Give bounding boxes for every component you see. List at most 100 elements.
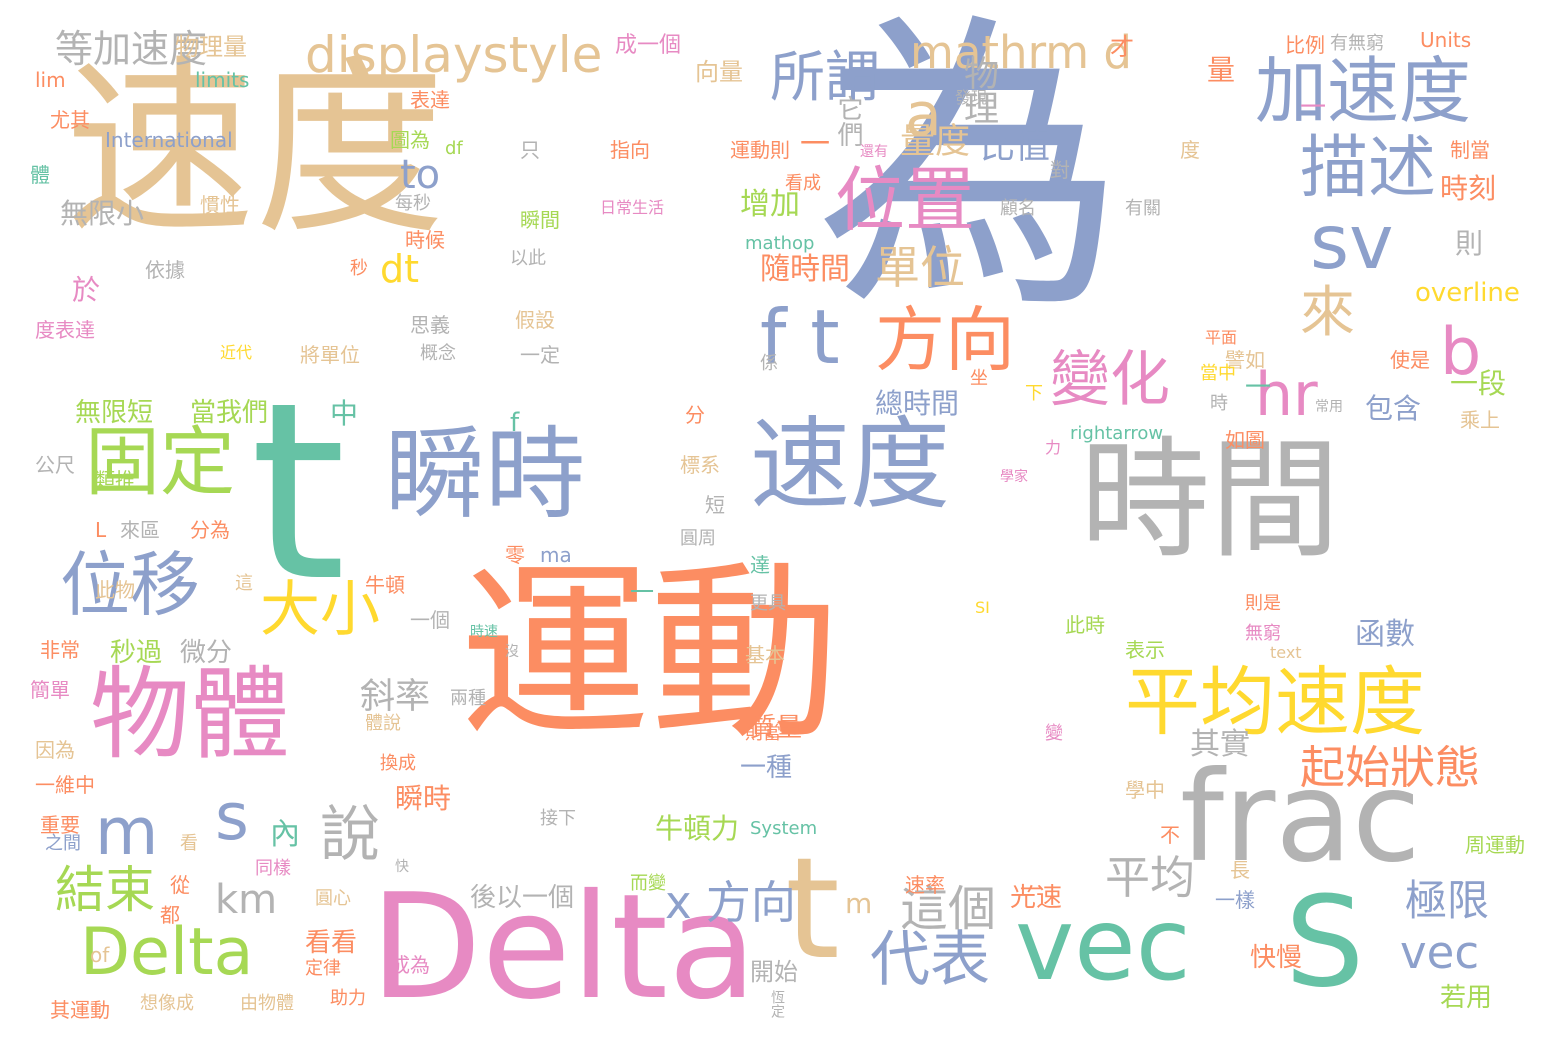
cloud-word: 體	[30, 163, 50, 187]
cloud-word: 公尺	[35, 453, 75, 477]
cloud-word: 平均	[1105, 851, 1196, 904]
cloud-word: overline	[1415, 278, 1520, 308]
cloud-word: 這	[235, 573, 253, 594]
cloud-word: 使是	[1390, 348, 1430, 372]
cloud-word: 比例	[1285, 33, 1325, 57]
cloud-word: 近代	[220, 343, 253, 362]
cloud-word: 定律	[305, 958, 341, 979]
cloud-word: 體說	[365, 713, 401, 734]
cloud-word: 發現	[955, 88, 988, 107]
cloud-word: x 方向	[665, 876, 796, 929]
cloud-word: 學家	[1000, 469, 1028, 485]
cloud-word: 換成	[380, 753, 416, 774]
cloud-word: 方向	[875, 299, 1015, 381]
cloud-word: 如圖	[1225, 428, 1265, 452]
cloud-word: 運動則	[730, 138, 790, 162]
cloud-word: 假設	[515, 308, 555, 332]
cloud-word: 函數	[1355, 617, 1415, 652]
cloud-word: 係	[760, 353, 778, 374]
cloud-word: text	[1270, 643, 1302, 662]
cloud-word: 一定	[520, 343, 560, 367]
cloud-word: 質量	[750, 713, 803, 743]
cloud-word: 所謂	[770, 45, 881, 109]
cloud-word: 恆定	[769, 990, 785, 1018]
cloud-word: 後以一個	[470, 883, 575, 913]
cloud-word: 日常生活	[600, 198, 665, 217]
cloud-word: 若用	[1440, 983, 1493, 1013]
cloud-word: mathop	[745, 233, 815, 254]
cloud-word: 加速度	[1255, 49, 1472, 133]
cloud-word: hr	[1255, 360, 1318, 430]
cloud-word: 量	[1203, 55, 1236, 83]
cloud-word: vec	[1400, 926, 1480, 979]
cloud-word: 因為	[35, 738, 75, 762]
cloud-word: 牛頓	[365, 573, 405, 597]
cloud-word: 沒	[505, 644, 519, 660]
cloud-word: 度表達	[35, 318, 95, 342]
cloud-word: 不	[1160, 823, 1180, 847]
cloud-word: 這個	[900, 881, 997, 937]
cloud-word: 內	[270, 817, 300, 852]
cloud-word: 力	[1045, 438, 1062, 457]
cloud-word: 斜率	[360, 677, 431, 717]
cloud-word: 描述	[1300, 129, 1437, 208]
cloud-word: s	[215, 780, 249, 855]
cloud-word: 一種	[740, 753, 793, 783]
cloud-word: 都	[160, 903, 180, 927]
cloud-word: 圓周	[680, 528, 716, 549]
cloud-word: SI	[975, 598, 990, 617]
cloud-word: 一	[1245, 373, 1272, 403]
cloud-word: 時刻	[1440, 172, 1497, 205]
cloud-word: 表示	[1125, 638, 1165, 662]
cloud-word: 一段	[1450, 367, 1507, 400]
cloud-word: 看	[180, 833, 198, 854]
cloud-word: 包含	[1365, 392, 1422, 425]
cloud-word: 量度	[900, 122, 971, 162]
cloud-word: 接下	[540, 808, 576, 829]
cloud-word: 位移	[60, 544, 200, 626]
cloud-word: Delta	[370, 863, 757, 1032]
cloud-word: 它們	[833, 95, 863, 147]
cloud-word: 依據	[145, 258, 185, 282]
cloud-word: 物理	[958, 55, 998, 125]
cloud-word: vec	[1015, 886, 1191, 1003]
cloud-word: 還有	[860, 144, 888, 160]
cloud-word: 由物體	[240, 993, 294, 1014]
cloud-word: 分	[685, 403, 705, 427]
cloud-word: 才	[1110, 33, 1134, 61]
cloud-word: 思義	[410, 313, 450, 337]
cloud-word: displaystyle	[305, 26, 603, 84]
cloud-word: 比值	[980, 127, 1051, 167]
cloud-word: 為	[815, 0, 1125, 350]
cloud-word: 此物	[95, 578, 135, 602]
cloud-word: 位置	[835, 159, 975, 241]
cloud-word: 成為	[390, 953, 430, 977]
cloud-word: 短	[705, 493, 725, 517]
cloud-word: 看看	[305, 928, 358, 958]
cloud-word: 快慢	[1250, 943, 1303, 973]
cloud-word: 中	[330, 397, 359, 430]
cloud-word: 基本	[745, 643, 785, 667]
cloud-word: of	[90, 943, 110, 967]
cloud-word: 代表	[870, 925, 990, 995]
cloud-word: km	[215, 877, 278, 923]
cloud-word: 譬如	[1225, 348, 1265, 372]
cloud-word: 將單位	[300, 343, 360, 367]
cloud-word: frac	[1180, 745, 1421, 890]
cloud-word: 時間	[1080, 424, 1341, 576]
cloud-word: 隨時間	[760, 252, 850, 287]
cloud-word: df	[445, 138, 463, 159]
cloud-word: 兩種	[450, 688, 486, 709]
cloud-word: a	[905, 80, 942, 150]
cloud-word: 時	[1210, 393, 1228, 414]
cloud-word: 對	[1050, 158, 1070, 182]
cloud-word: 等加速度	[55, 27, 208, 71]
cloud-word: 向量	[695, 58, 743, 86]
cloud-word: 看成	[785, 173, 821, 194]
cloud-word: 下	[1025, 383, 1043, 404]
cloud-word: 瞬時	[385, 416, 585, 533]
cloud-word: International	[105, 128, 233, 152]
cloud-word: mathrm d	[910, 26, 1132, 79]
cloud-word: 無限短	[75, 398, 154, 428]
cloud-word: 指向	[610, 138, 650, 162]
